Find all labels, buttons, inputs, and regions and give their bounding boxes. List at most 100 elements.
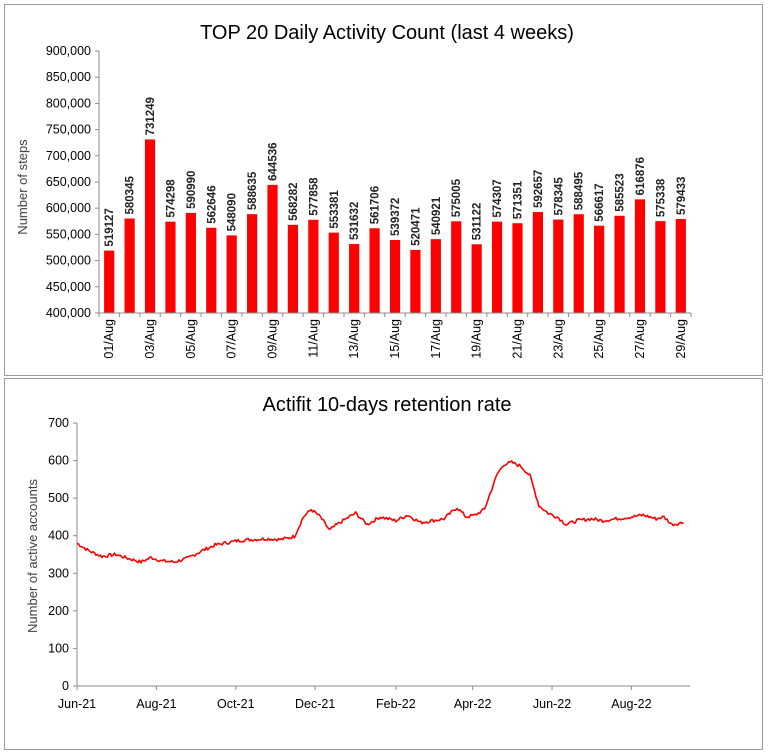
bar-data-label: 592657 <box>533 170 545 208</box>
bar-chart-x-tick-label: 01/Aug <box>102 319 116 359</box>
bar <box>369 228 380 313</box>
bar-data-label: 548090 <box>227 193 239 231</box>
line-chart-title: Actifit 10-days retention rate <box>262 394 511 416</box>
bar-chart-x-tick-label: 07/Aug <box>225 319 239 359</box>
bar-chart-x-tick-label: 13/Aug <box>347 319 361 359</box>
line-chart-x-tick-label: Apr-22 <box>454 697 492 711</box>
line-chart-x-ticks: Jun-21 Aug-21 Oct-21 Dec-21 Feb-22 Apr-22 Jun-… <box>58 686 652 711</box>
bar-data-label: 575338 <box>655 178 667 217</box>
bar-chart-data-labels: 519127 580345 731249 574298 590990 562646 5480… <box>104 97 688 247</box>
line-chart-x-tick-label: Jun-21 <box>58 697 96 711</box>
bar-chart-x-tick-label: 17/Aug <box>429 319 443 359</box>
bar-chart-y-tick-label: 800,000 <box>46 96 91 110</box>
line-chart-y-tick-label: 200 <box>48 604 69 618</box>
bar-data-label: 616876 <box>635 157 647 195</box>
bar-chart-panel: TOP 20 Daily Activity Count (last 4 week… <box>4 4 763 376</box>
line-chart-y-tick-label: 500 <box>48 491 69 505</box>
line-chart-x-tick-label: Oct-21 <box>217 697 255 711</box>
bar-data-label: 540921 <box>431 196 443 235</box>
bar-data-label: 571351 <box>512 180 524 219</box>
bar-chart-y-tick-label: 400,000 <box>46 306 91 320</box>
bar-chart-y-tick-label: 600,000 <box>46 201 91 215</box>
bar-data-label: 644536 <box>268 142 280 180</box>
bar-chart-x-tick-label: 25/Aug <box>592 319 606 359</box>
bar <box>451 221 462 313</box>
bar-chart-title: TOP 20 Daily Activity Count (last 4 week… <box>200 22 574 44</box>
line-chart-panel: Actifit 10-days retention rate Number of… <box>4 378 763 750</box>
bar <box>573 214 584 313</box>
bar-data-label: 574298 <box>165 179 177 218</box>
line-chart-y-tick-label: 600 <box>48 454 69 468</box>
bar-chart-y-tick-label: 700,000 <box>46 149 91 163</box>
bar <box>594 225 605 313</box>
bar-data-label: 588635 <box>247 171 259 210</box>
bar-chart-bars <box>104 139 686 313</box>
bar <box>165 221 176 313</box>
bar <box>247 214 258 313</box>
bar <box>226 235 237 313</box>
line-chart-y-axis-label: Number of active accounts <box>25 479 40 633</box>
bar-chart-x-tick-label: 05/Aug <box>184 319 198 359</box>
bar-data-label: 531632 <box>349 202 361 240</box>
bar-chart: TOP 20 Daily Activity Count (last 4 week… <box>15 22 692 359</box>
bar-data-label: 577858 <box>308 177 320 216</box>
bar <box>614 215 625 313</box>
bar <box>124 218 135 313</box>
bar-chart-x-tick-label: 23/Aug <box>551 319 565 359</box>
line-chart-series-line <box>76 460 684 564</box>
bar-chart-y-tick-label: 450,000 <box>46 280 91 294</box>
bar <box>634 199 646 313</box>
bar-chart-x-tick-label: 09/Aug <box>266 319 280 359</box>
bar-chart-y-tick-label: 900,000 <box>46 44 91 58</box>
line-chart-y-ticks: 0 100 200 300 400 500 600 700 <box>48 416 77 693</box>
bar <box>185 212 196 313</box>
bar <box>553 219 564 313</box>
bar-data-label: 579433 <box>676 177 688 215</box>
bar-data-label: 553381 <box>329 190 341 229</box>
bar-data-label: 574307 <box>492 179 504 217</box>
bar-chart-y-tick-label: 500,000 <box>46 254 91 268</box>
line-chart-x-tick-label: Aug-21 <box>136 697 176 711</box>
bar-data-label: 585523 <box>615 173 627 211</box>
bar-chart-x-tick-label: 15/Aug <box>388 319 402 359</box>
bar-chart-x-tick-label: 27/Aug <box>633 319 647 359</box>
line-chart-y-tick-label: 100 <box>48 641 69 655</box>
line-chart-y-tick-label: 400 <box>48 529 69 543</box>
bar-data-label: 539372 <box>390 198 402 236</box>
bar-chart-y-ticks: 400,000 450,000 500,000 550,000 600,000 650,0… <box>46 44 99 320</box>
bar <box>655 221 666 313</box>
bar <box>430 239 441 313</box>
bar <box>144 139 156 313</box>
line-chart-x-tick-label: Jun-22 <box>533 697 571 711</box>
line-chart-x-tick-label: Dec-21 <box>295 697 335 711</box>
bar-data-label: 578345 <box>553 177 565 216</box>
bar-data-label: 731249 <box>145 97 157 135</box>
bar-chart-y-tick-label: 750,000 <box>46 123 91 137</box>
bar <box>512 223 523 313</box>
bar <box>328 232 339 313</box>
bar-data-label: 575005 <box>451 178 463 217</box>
bar <box>206 227 217 313</box>
bar-data-label: 588495 <box>574 171 586 210</box>
bar-chart-x-tick-label: 11/Aug <box>306 319 320 358</box>
line-chart: Actifit 10-days retention rate Number of… <box>25 394 690 711</box>
bar-chart-y-tick-label: 850,000 <box>46 70 91 84</box>
line-chart-y-tick-label: 0 <box>62 679 69 693</box>
bar <box>267 184 278 313</box>
bar-data-label: 566617 <box>594 183 606 221</box>
bar-chart-x-tick-label: 03/Aug <box>143 319 157 359</box>
bar-data-label: 561706 <box>370 186 382 224</box>
bar <box>675 218 686 313</box>
bar-data-label: 531122 <box>472 203 484 241</box>
bar <box>104 250 115 313</box>
bar-data-label: 590990 <box>186 171 198 209</box>
bar <box>308 219 319 313</box>
line-chart-x-tick-label: Feb-22 <box>376 697 416 711</box>
bar <box>389 239 401 313</box>
bar-data-label: 568282 <box>288 182 300 220</box>
bar-chart-y-axis-label: Number of steps <box>15 139 30 235</box>
bar <box>287 224 299 313</box>
bar <box>491 221 503 313</box>
bar <box>410 249 421 313</box>
bar-chart-x-tick-label: 29/Aug <box>674 319 688 359</box>
